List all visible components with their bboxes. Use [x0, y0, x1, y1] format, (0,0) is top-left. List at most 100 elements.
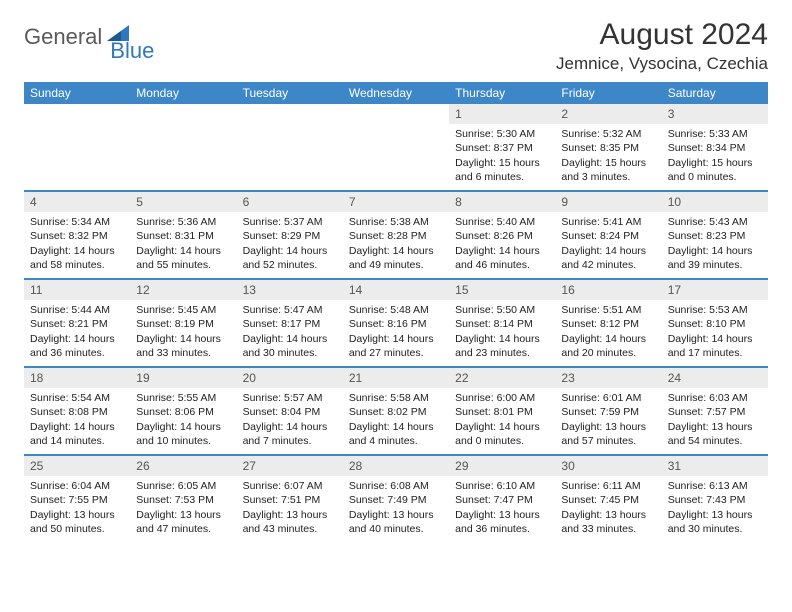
daylight-text: Daylight: 14 hours and 52 minutes.	[243, 244, 337, 272]
sunrise-text: Sunrise: 5:37 AM	[243, 215, 337, 229]
sunrise-text: Sunrise: 6:13 AM	[668, 479, 762, 493]
day-body: Sunrise: 5:32 AMSunset: 8:35 PMDaylight:…	[555, 124, 661, 188]
sunset-text: Sunset: 8:17 PM	[243, 317, 337, 331]
daylight-text: Daylight: 14 hours and 55 minutes.	[136, 244, 230, 272]
day-body: Sunrise: 5:38 AMSunset: 8:28 PMDaylight:…	[343, 212, 449, 276]
sunrise-text: Sunrise: 6:10 AM	[455, 479, 549, 493]
daylight-text: Daylight: 14 hours and 49 minutes.	[349, 244, 443, 272]
sunset-text: Sunset: 8:06 PM	[136, 405, 230, 419]
week-row: 25Sunrise: 6:04 AMSunset: 7:55 PMDayligh…	[24, 454, 768, 542]
daylight-text: Daylight: 14 hours and 42 minutes.	[561, 244, 655, 272]
day-body: Sunrise: 5:40 AMSunset: 8:26 PMDaylight:…	[449, 212, 555, 276]
daylight-text: Daylight: 15 hours and 0 minutes.	[668, 156, 762, 184]
daylight-text: Daylight: 14 hours and 17 minutes.	[668, 332, 762, 360]
sunrise-text: Sunrise: 5:40 AM	[455, 215, 549, 229]
sunrise-text: Sunrise: 6:04 AM	[30, 479, 124, 493]
day-number	[237, 104, 343, 124]
day-number: 18	[24, 368, 130, 388]
daylight-text: Daylight: 14 hours and 0 minutes.	[455, 420, 549, 448]
sunrise-text: Sunrise: 5:51 AM	[561, 303, 655, 317]
day-cell: 6 Sunrise: 5:37 AMSunset: 8:29 PMDaylight…	[237, 192, 343, 278]
weekday-header: Friday	[555, 82, 661, 104]
sunrise-text: Sunrise: 5:44 AM	[30, 303, 124, 317]
day-body: Sunrise: 5:43 AMSunset: 8:23 PMDaylight:…	[662, 212, 768, 276]
day-number: 21	[343, 368, 449, 388]
day-body: Sunrise: 6:13 AMSunset: 7:43 PMDaylight:…	[662, 476, 768, 540]
day-cell: 3Sunrise: 5:33 AMSunset: 8:34 PMDaylight…	[662, 104, 768, 190]
day-number: 9	[555, 192, 661, 212]
day-body: Sunrise: 5:55 AMSunset: 8:06 PMDaylight:…	[130, 388, 236, 452]
sunset-text: Sunset: 7:47 PM	[455, 493, 549, 507]
sunset-text: Sunset: 8:16 PM	[349, 317, 443, 331]
sunrise-text: Sunrise: 5:53 AM	[668, 303, 762, 317]
sunrise-text: Sunrise: 5:50 AM	[455, 303, 549, 317]
day-number: 15	[449, 280, 555, 300]
sunset-text: Sunset: 8:29 PM	[243, 229, 337, 243]
day-cell: 2Sunrise: 5:32 AMSunset: 8:35 PMDaylight…	[555, 104, 661, 190]
sunrise-text: Sunrise: 5:54 AM	[30, 391, 124, 405]
day-cell: 9Sunrise: 5:41 AMSunset: 8:24 PMDaylight…	[555, 192, 661, 278]
sunset-text: Sunset: 8:37 PM	[455, 141, 549, 155]
day-body: Sunrise: 5:34 AMSunset: 8:32 PMDaylight:…	[24, 212, 130, 276]
day-cell: 24Sunrise: 6:03 AMSunset: 7:57 PMDayligh…	[662, 368, 768, 454]
day-cell: 27Sunrise: 6:07 AMSunset: 7:51 PMDayligh…	[237, 456, 343, 542]
daylight-text: Daylight: 14 hours and 4 minutes.	[349, 420, 443, 448]
sunrise-text: Sunrise: 5:58 AM	[349, 391, 443, 405]
week-row: 4Sunrise: 5:34 AMSunset: 8:32 PMDaylight…	[24, 190, 768, 278]
weekday-header: Tuesday	[237, 82, 343, 104]
day-number: 8	[449, 192, 555, 212]
sunrise-text: Sunrise: 5:45 AM	[136, 303, 230, 317]
day-number: 23	[555, 368, 661, 388]
day-body: Sunrise: 6:04 AMSunset: 7:55 PMDaylight:…	[24, 476, 130, 540]
day-cell: 17Sunrise: 5:53 AMSunset: 8:10 PMDayligh…	[662, 280, 768, 366]
day-number: 11	[24, 280, 130, 300]
daylight-text: Daylight: 14 hours and 58 minutes.	[30, 244, 124, 272]
day-number: 2	[555, 104, 661, 124]
day-number: 6	[237, 192, 343, 212]
day-number: 19	[130, 368, 236, 388]
day-cell: 31Sunrise: 6:13 AMSunset: 7:43 PMDayligh…	[662, 456, 768, 542]
day-body: Sunrise: 6:01 AMSunset: 7:59 PMDaylight:…	[555, 388, 661, 452]
day-number: 5	[130, 192, 236, 212]
calendar-grid: SundayMondayTuesdayWednesdayThursdayFrid…	[24, 82, 768, 542]
sunset-text: Sunset: 8:35 PM	[561, 141, 655, 155]
day-number	[343, 104, 449, 124]
weekday-header: Saturday	[662, 82, 768, 104]
day-number: 28	[343, 456, 449, 476]
day-number: 30	[555, 456, 661, 476]
daylight-text: Daylight: 13 hours and 47 minutes.	[136, 508, 230, 536]
sunrise-text: Sunrise: 5:36 AM	[136, 215, 230, 229]
day-body: Sunrise: 5:47 AMSunset: 8:17 PMDaylight:…	[237, 300, 343, 364]
day-cell: 22Sunrise: 6:00 AMSunset: 8:01 PMDayligh…	[449, 368, 555, 454]
day-body: Sunrise: 5:48 AMSunset: 8:16 PMDaylight:…	[343, 300, 449, 364]
day-cell	[343, 104, 449, 190]
location-text: Jemnice, Vysocina, Czechia	[556, 54, 768, 74]
day-cell: 20Sunrise: 5:57 AMSunset: 8:04 PMDayligh…	[237, 368, 343, 454]
day-cell: 10Sunrise: 5:43 AMSunset: 8:23 PMDayligh…	[662, 192, 768, 278]
daylight-text: Daylight: 15 hours and 6 minutes.	[455, 156, 549, 184]
day-cell: 8Sunrise: 5:40 AMSunset: 8:26 PMDaylight…	[449, 192, 555, 278]
sunrise-text: Sunrise: 5:38 AM	[349, 215, 443, 229]
title-block: August 2024 Jemnice, Vysocina, Czechia	[556, 18, 768, 74]
day-number: 10	[662, 192, 768, 212]
day-number: 27	[237, 456, 343, 476]
day-cell: 18Sunrise: 5:54 AMSunset: 8:08 PMDayligh…	[24, 368, 130, 454]
sunrise-text: Sunrise: 6:01 AM	[561, 391, 655, 405]
day-number	[24, 104, 130, 124]
day-number	[130, 104, 236, 124]
day-number: 26	[130, 456, 236, 476]
sunset-text: Sunset: 8:14 PM	[455, 317, 549, 331]
daylight-text: Daylight: 14 hours and 39 minutes.	[668, 244, 762, 272]
daylight-text: Daylight: 14 hours and 7 minutes.	[243, 420, 337, 448]
day-number: 17	[662, 280, 768, 300]
daylight-text: Daylight: 14 hours and 23 minutes.	[455, 332, 549, 360]
day-body: Sunrise: 6:00 AMSunset: 8:01 PMDaylight:…	[449, 388, 555, 452]
daylight-text: Daylight: 14 hours and 30 minutes.	[243, 332, 337, 360]
calendar-page: General Blue August 2024 Jemnice, Vysoci…	[0, 0, 792, 560]
day-body: Sunrise: 5:33 AMSunset: 8:34 PMDaylight:…	[662, 124, 768, 188]
day-number: 12	[130, 280, 236, 300]
day-body: Sunrise: 6:08 AMSunset: 7:49 PMDaylight:…	[343, 476, 449, 540]
day-number: 22	[449, 368, 555, 388]
brand-logo: General Blue	[24, 24, 176, 50]
sunrise-text: Sunrise: 5:47 AM	[243, 303, 337, 317]
